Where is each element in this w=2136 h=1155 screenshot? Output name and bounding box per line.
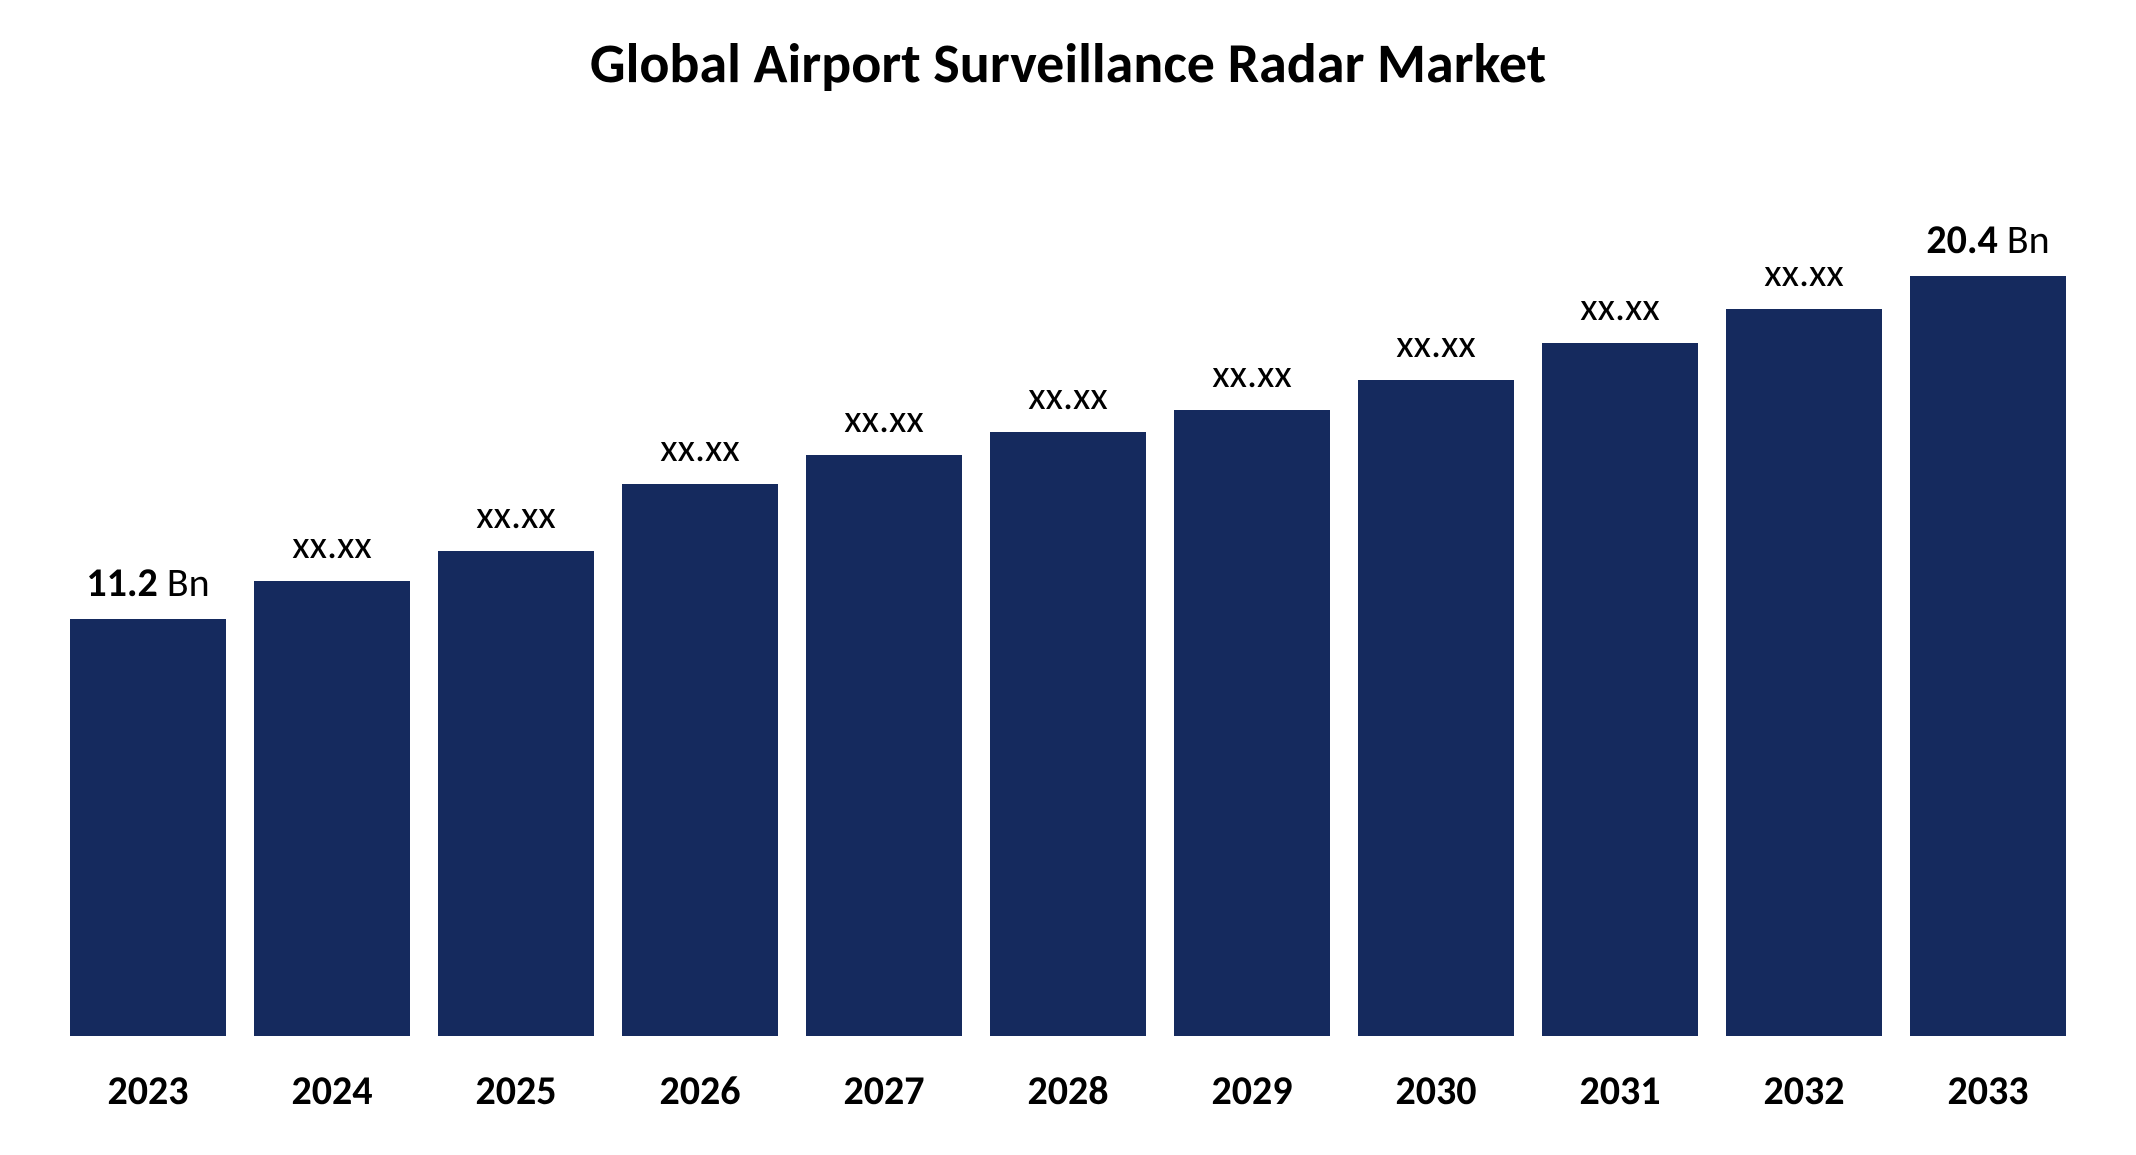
bar-wrapper: xx.xx bbox=[254, 188, 410, 1036]
bar-group: 20.4 Bn bbox=[1910, 188, 2066, 1036]
bar-wrapper: xx.xx bbox=[1174, 188, 1330, 1036]
bar-wrapper: xx.xx bbox=[1358, 188, 1514, 1036]
bar bbox=[1174, 410, 1330, 1036]
x-axis-label: 2023 bbox=[70, 1066, 226, 1115]
x-axis-label: 2026 bbox=[622, 1066, 778, 1115]
x-axis-label: 2025 bbox=[438, 1066, 594, 1115]
x-axis-label: 2024 bbox=[254, 1066, 410, 1115]
bar-group: xx.xx bbox=[1358, 188, 1514, 1036]
bar-group: xx.xx bbox=[254, 188, 410, 1036]
bar bbox=[806, 455, 962, 1036]
bar-value-label: xx.xx bbox=[1028, 371, 1107, 420]
bar-wrapper: 11.2 Bn bbox=[70, 188, 226, 1036]
bar bbox=[990, 432, 1146, 1036]
bar-wrapper: xx.xx bbox=[622, 188, 778, 1036]
bar-value-label: xx.xx bbox=[660, 423, 739, 472]
bar-group: xx.xx bbox=[622, 188, 778, 1036]
bar-wrapper: xx.xx bbox=[438, 188, 594, 1036]
x-axis-label: 2032 bbox=[1726, 1066, 1882, 1115]
x-axis-label: 2033 bbox=[1910, 1066, 2066, 1115]
bar-value-label: xx.xx bbox=[1212, 349, 1291, 398]
bar-value-label: xx.xx bbox=[1764, 248, 1843, 297]
bar-group: xx.xx bbox=[1726, 188, 1882, 1036]
bar-wrapper: 20.4 Bn bbox=[1910, 188, 2066, 1036]
bar-wrapper: xx.xx bbox=[990, 188, 1146, 1036]
bar bbox=[254, 581, 410, 1036]
chart-container: Global Airport Surveillance Radar Market… bbox=[0, 0, 2136, 1155]
bar-group: xx.xx bbox=[438, 188, 594, 1036]
x-axis-label: 2030 bbox=[1358, 1066, 1514, 1115]
bar bbox=[1358, 380, 1514, 1036]
bar-wrapper: xx.xx bbox=[1542, 188, 1698, 1036]
bar bbox=[1910, 276, 2066, 1036]
bar-group: xx.xx bbox=[806, 188, 962, 1036]
bar-value-label: xx.xx bbox=[476, 490, 555, 539]
bar bbox=[1726, 309, 1882, 1036]
bar-value-label: 20.4 Bn bbox=[1926, 215, 2049, 264]
bar-group: xx.xx bbox=[1174, 188, 1330, 1036]
bar bbox=[70, 619, 226, 1036]
bar-group: xx.xx bbox=[1542, 188, 1698, 1036]
bar-group: xx.xx bbox=[990, 188, 1146, 1036]
bar-value-label: xx.xx bbox=[1580, 282, 1659, 331]
bar bbox=[438, 551, 594, 1036]
x-axis-label: 2029 bbox=[1174, 1066, 1330, 1115]
bar-group: 11.2 Bn bbox=[70, 188, 226, 1036]
bar-value-label: xx.xx bbox=[1396, 319, 1475, 368]
x-axis-label: 2027 bbox=[806, 1066, 962, 1115]
bar-value-label: 11.2 Bn bbox=[86, 558, 209, 607]
bar-wrapper: xx.xx bbox=[1726, 188, 1882, 1036]
x-axis-label: 2031 bbox=[1542, 1066, 1698, 1115]
x-axis-label: 2028 bbox=[990, 1066, 1146, 1115]
bar bbox=[622, 484, 778, 1036]
bar bbox=[1542, 343, 1698, 1036]
chart-title: Global Airport Surveillance Radar Market bbox=[60, 30, 2076, 98]
bar-wrapper: xx.xx bbox=[806, 188, 962, 1036]
plot-area: 11.2 Bn xx.xx xx.xx xx.xx xx.xx xx.xx xx.xx xx.… bbox=[60, 188, 2076, 1036]
bar-value-label: xx.xx bbox=[292, 520, 371, 569]
x-axis: 2023 2024 2025 2026 2027 2028 2029 2030 2031 2032… bbox=[60, 1066, 2076, 1115]
bar-value-label: xx.xx bbox=[844, 394, 923, 443]
